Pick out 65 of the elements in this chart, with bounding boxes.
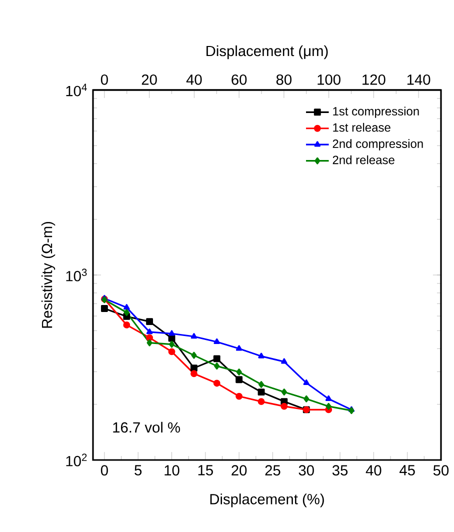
point (213, 380, 220, 387)
point (123, 321, 130, 328)
point (236, 376, 243, 384)
point (281, 358, 288, 364)
point (190, 333, 198, 339)
point (304, 395, 310, 402)
x-tick-label: 25 (265, 465, 280, 476)
point (236, 345, 242, 351)
annotation: 16.7 vol % (113, 422, 180, 433)
point (124, 309, 130, 316)
point (348, 407, 354, 414)
point (124, 304, 130, 310)
x-tick-label: 45 (400, 465, 415, 476)
point (168, 348, 176, 356)
x2-tick-label: 80 (276, 74, 292, 85)
x2-axis-title: Displacement (μm) (206, 45, 328, 60)
point (168, 340, 175, 348)
y-tick-label: 10$^{2}$ (66, 454, 87, 466)
point (236, 392, 243, 400)
y-tick-label: 10$^{4}$ (66, 84, 87, 96)
point (281, 388, 287, 396)
point (190, 370, 198, 378)
x-tick-label: 0 (100, 465, 108, 476)
x-tick-label: 5 (134, 465, 142, 476)
point (214, 338, 220, 344)
y-tick-label: 10$^{3}$ (66, 268, 87, 282)
point (214, 362, 220, 370)
point (146, 334, 153, 342)
point (146, 328, 153, 334)
legend-label: 2nd release (332, 155, 394, 164)
x-tick-label: 20 (232, 465, 247, 476)
x2-tick-label: 20 (142, 74, 157, 85)
legend-label: 1st release (333, 122, 390, 132)
point (325, 395, 332, 401)
x2-tick-label: 120 (362, 74, 386, 85)
point (326, 402, 332, 410)
point (280, 402, 288, 410)
legend-label: 2nd compression (332, 139, 423, 150)
x-tick-label: 15 (198, 465, 213, 476)
x2-tick-label: 140 (407, 74, 430, 85)
point (146, 318, 153, 326)
x-tick-label: 10 (164, 465, 180, 476)
x-tick-label: 50 (433, 465, 449, 476)
point (191, 352, 197, 359)
legend-label: 1st compression (333, 106, 419, 118)
point (303, 379, 310, 386)
point (213, 355, 220, 362)
x-tick-label: 35 (332, 465, 348, 476)
x2-tick-label: 100 (318, 74, 340, 85)
point (236, 368, 242, 376)
x-tick-label: 30 (298, 465, 314, 476)
point (258, 398, 265, 406)
x2-tick-label: 60 (232, 74, 247, 85)
point (258, 352, 264, 358)
x-axis-title: Displacement (%) (210, 494, 324, 508)
point (146, 339, 152, 346)
point (168, 330, 175, 336)
x2-tick-label: 0 (100, 74, 108, 85)
point (190, 364, 198, 372)
point (258, 388, 265, 396)
point (258, 381, 264, 388)
y-axis-title: Resistivity (Ω-m) (41, 222, 56, 328)
x2-tick-label: 40 (186, 74, 202, 85)
x-tick-label: 40 (366, 465, 382, 476)
point (100, 305, 108, 312)
